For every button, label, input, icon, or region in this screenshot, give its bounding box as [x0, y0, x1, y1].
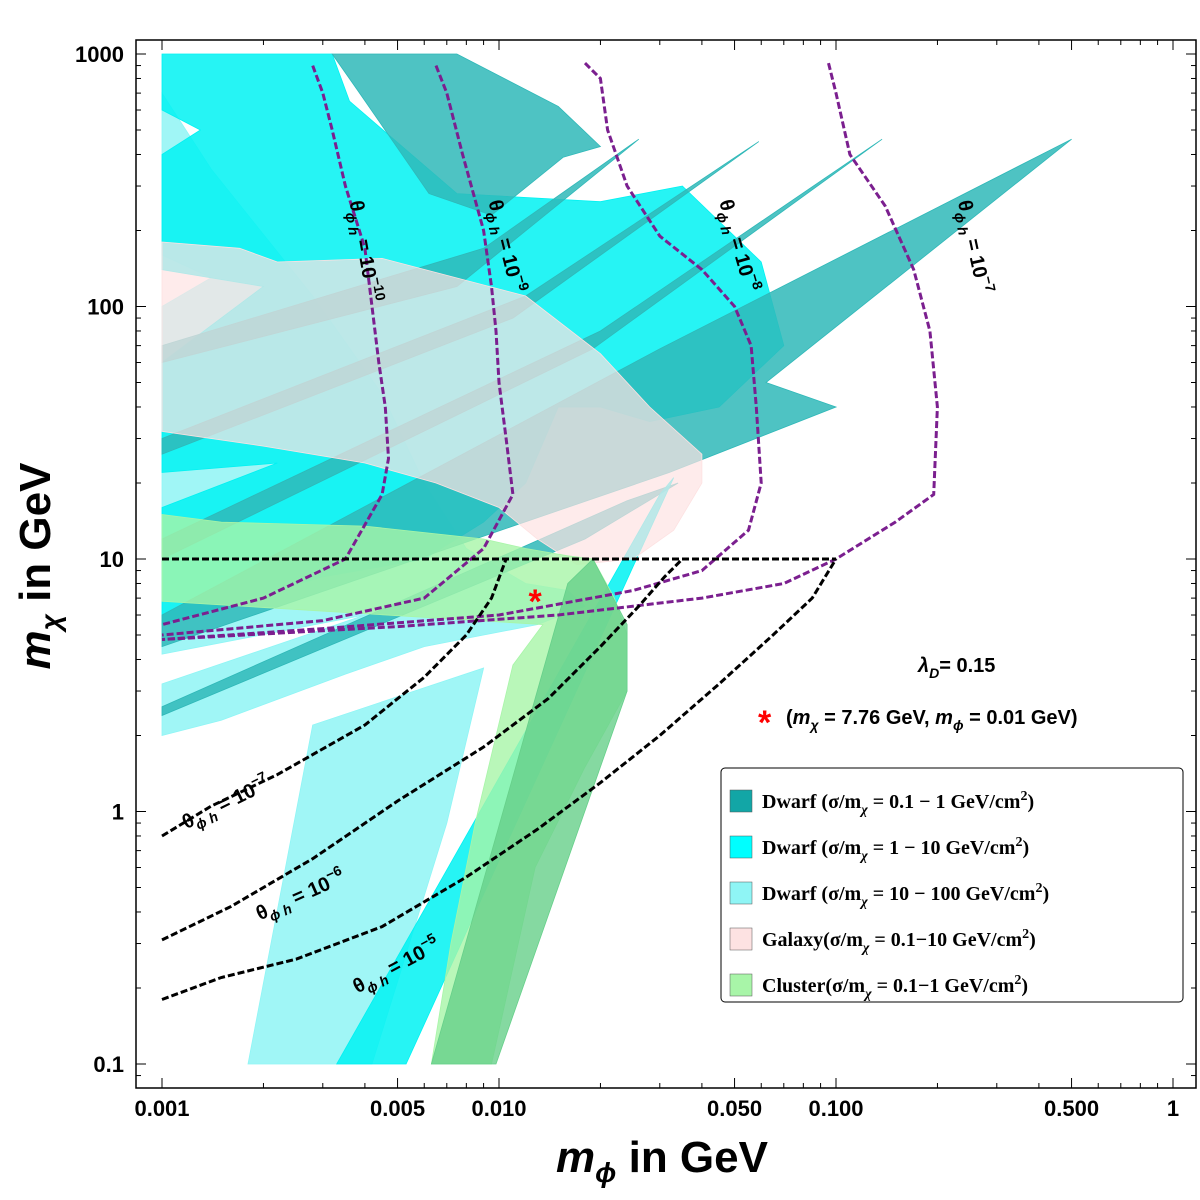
axes-layer: 0.001 0.005 0.010 0.050 0.100 0.500 1 0.1 1 10 100… — [75, 39, 1197, 1121]
legend-box — [720, 767, 1184, 1003]
x-tick-label: 0.500 — [1044, 1096, 1099, 1121]
legend-entry-label: Dwarf (σ/mχ = 10 − 100 GeV/cm2) — [762, 881, 1049, 910]
regions-layer — [161, 53, 1072, 1065]
y-tick-label: 100 — [87, 295, 124, 320]
region-galaxy — [161, 241, 703, 566]
x-axis-title: mϕ in GeV — [556, 1133, 769, 1188]
lambda-note: λD= 0.15 — [917, 655, 995, 681]
x-tick-label: 0.050 — [707, 1096, 762, 1121]
y-tick-label: 1 — [112, 800, 124, 825]
y-tick-label: 10 — [100, 547, 124, 572]
x-tick-label: 0.100 — [808, 1096, 863, 1121]
x-tick-label: 1 — [1167, 1096, 1179, 1121]
curve-theta-purple-1e-8 — [161, 62, 763, 641]
curve-theta-purple-1e-7 — [161, 62, 939, 641]
legend-entry-label: Dwarf (σ/mχ = 0.1 − 1 GeV/cm2) — [762, 789, 1034, 818]
region-cluster-dark-band — [430, 558, 628, 1065]
legend-entry-label: Dwarf (σ/mχ = 1 − 10 GeV/cm2) — [762, 835, 1029, 864]
benchmark-marker-legend-icon: * — [758, 704, 772, 742]
benchmark-label: (mχ = 7.76 GeV, mϕ = 0.01 GeV) — [786, 707, 1078, 733]
curves-layer — [161, 62, 939, 1001]
x-tick-label: 0.005 — [370, 1096, 425, 1121]
x-tick-label: 0.010 — [471, 1096, 526, 1121]
curve-theta-black-1e-6 — [161, 557, 684, 942]
benchmark-point-marker: * — [529, 583, 543, 621]
legend-swatch — [729, 835, 753, 859]
y-tick-label: 1000 — [75, 42, 124, 67]
legend-entry-label: Cluster(σ/mχ = 0.1−1 GeV/cm2) — [762, 973, 1028, 1002]
curve-theta-black-1e-5 — [161, 558, 838, 1001]
x-tick-label: 0.001 — [134, 1096, 189, 1121]
curve-theta-purple-1e-9 — [161, 65, 515, 637]
curve-theta-black-1e-7 — [161, 558, 508, 838]
marker-layer: * — [529, 583, 543, 621]
legend-entry-label: Galaxy(σ/mχ = 0.1−10 GeV/cm2) — [762, 927, 1036, 956]
legend-swatch — [729, 973, 753, 997]
region-dwarf-1 — [331, 53, 602, 216]
legend: Dwarf (σ/mχ = 0.1 − 1 GeV/cm2) Dwarf (σ/m… — [720, 767, 1184, 1003]
legend-swatch — [729, 881, 753, 905]
y-axis-title: mχ in GeV — [11, 462, 66, 670]
legend-swatch — [729, 927, 753, 951]
y-tick-label: 0.1 — [93, 1052, 124, 1077]
legend-swatch — [729, 789, 753, 813]
plot-frame — [135, 39, 1197, 1089]
